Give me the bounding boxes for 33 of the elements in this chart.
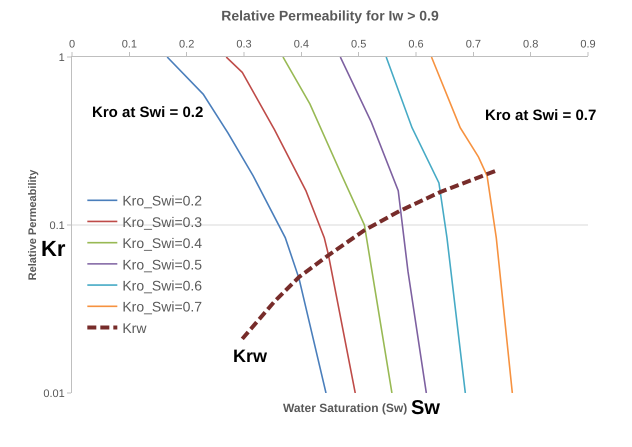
chart-title: Relative Permeability for Iw > 0.9	[221, 8, 439, 24]
x-tick-label: 0.1	[122, 38, 137, 51]
line-series	[430, 57, 514, 393]
legend-label: Kro_Swi=0.3	[122, 214, 202, 230]
line-series	[225, 57, 356, 393]
x-tick-label: 0.6	[408, 38, 424, 51]
x-tick-label: 0.7	[466, 38, 481, 51]
text: Kr	[41, 236, 66, 261]
y-axis-title: Relative Permeability	[27, 168, 40, 280]
x-tick-label: 0.4	[294, 38, 309, 51]
legend-label: Kro_Swi=0.5	[122, 256, 202, 272]
y-tick-label: 0.1	[50, 220, 65, 232]
line-series	[282, 57, 393, 393]
legend-label: Kro_Swi=0.2	[122, 192, 202, 209]
y-tick-label: 0.01	[43, 388, 65, 400]
annotation: Krw	[233, 346, 268, 366]
text: Sw	[411, 397, 440, 419]
x-tick-label: 0.2	[179, 38, 194, 51]
x-tick-label: 0.8	[523, 38, 538, 51]
y-tick-label: 1	[58, 52, 65, 64]
line-series	[385, 57, 466, 393]
legend-label: Kro_Swi=0.7	[122, 298, 202, 315]
x-tick-label: 0	[68, 38, 76, 51]
line-series	[340, 57, 428, 393]
legend-label: Kro_Swi=0.6	[122, 278, 202, 294]
x-tick-label: 0.3	[236, 38, 252, 51]
legend-label: Krw	[122, 320, 148, 336]
annotation: Kro at Swi = 0.2	[92, 104, 204, 121]
x-tick-label: 0.9	[580, 38, 596, 51]
x-tick-label: 0.5	[351, 38, 366, 51]
annotation: Kro at Swi = 0.7	[485, 107, 596, 124]
x-axis-title: Water Saturation (Sw)	[283, 401, 408, 415]
legend-label: Kro_Swi=0.4	[122, 235, 202, 252]
